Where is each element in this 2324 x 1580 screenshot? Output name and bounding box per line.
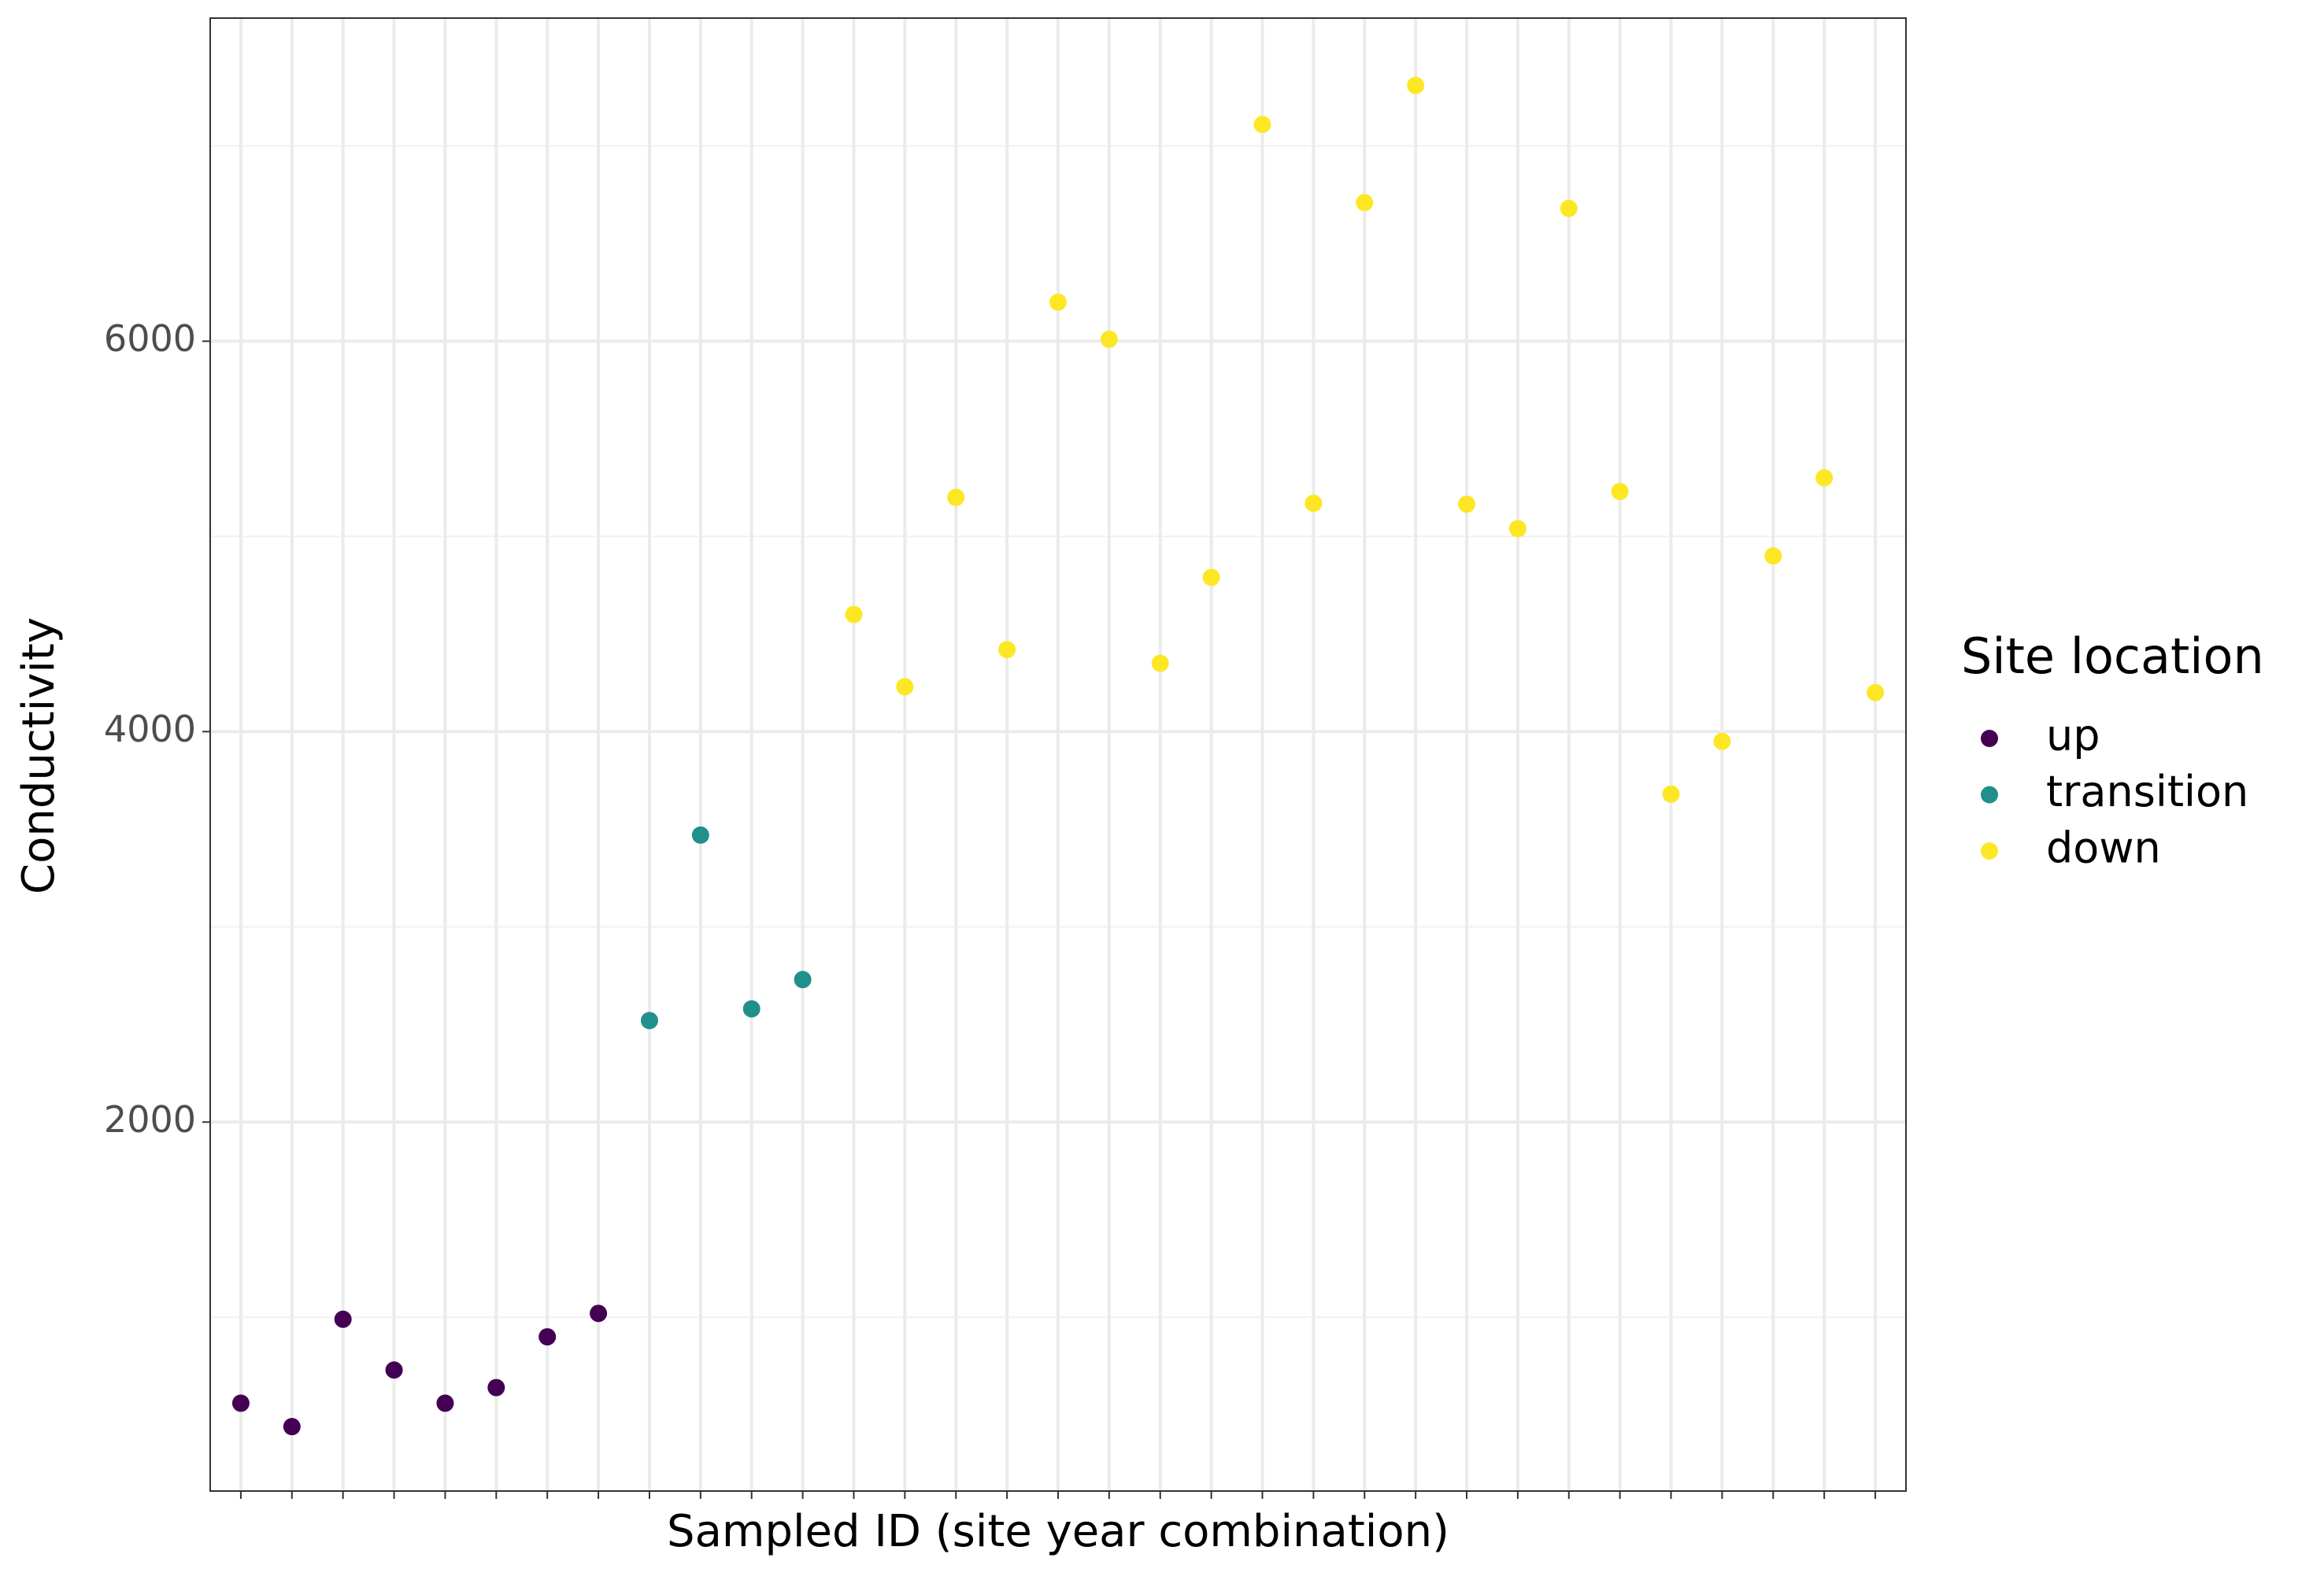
points <box>231 76 1885 1436</box>
point <box>1611 483 1629 501</box>
point <box>385 1361 403 1379</box>
x-axis-title: Sampled ID (site year combination) <box>667 1506 1449 1557</box>
point <box>1713 732 1731 750</box>
point <box>1867 683 1885 701</box>
legend-marker <box>1981 786 1998 804</box>
point <box>334 1310 352 1328</box>
point <box>1253 116 1271 134</box>
point <box>1764 547 1782 565</box>
point <box>691 826 709 844</box>
legend-label: transition <box>2046 767 2248 816</box>
point <box>1815 468 1834 487</box>
legend-label: down <box>2046 823 2161 873</box>
point <box>1304 494 1323 512</box>
point <box>487 1378 505 1397</box>
point <box>231 1394 250 1412</box>
point <box>1202 568 1220 586</box>
point <box>1151 654 1169 672</box>
point <box>1407 76 1425 94</box>
point <box>436 1394 454 1412</box>
point <box>794 971 812 989</box>
point <box>1356 194 1374 212</box>
point <box>590 1304 608 1323</box>
point <box>283 1418 301 1436</box>
legend-marker <box>1981 730 1998 747</box>
y-tick-label: 6000 <box>104 317 196 360</box>
point <box>1508 520 1527 538</box>
point <box>896 678 914 696</box>
y-axis-title: Conductivity <box>13 617 65 894</box>
point <box>947 488 965 506</box>
point <box>1458 495 1476 513</box>
y-tick-label: 4000 <box>104 708 196 750</box>
point <box>640 1012 658 1030</box>
point <box>742 1000 760 1018</box>
point <box>1662 785 1680 803</box>
point <box>538 1328 557 1346</box>
point <box>998 641 1016 659</box>
point <box>1049 293 1067 311</box>
legend-label: up <box>2046 711 2100 760</box>
y-tick-label: 2000 <box>104 1098 196 1141</box>
legend: up transition down <box>1981 711 2248 873</box>
point <box>845 605 863 623</box>
legend-marker <box>1981 842 1998 860</box>
point <box>1100 330 1118 348</box>
point <box>1560 199 1578 217</box>
legend-title: Site location <box>1961 627 2264 685</box>
grid <box>210 18 1906 1491</box>
